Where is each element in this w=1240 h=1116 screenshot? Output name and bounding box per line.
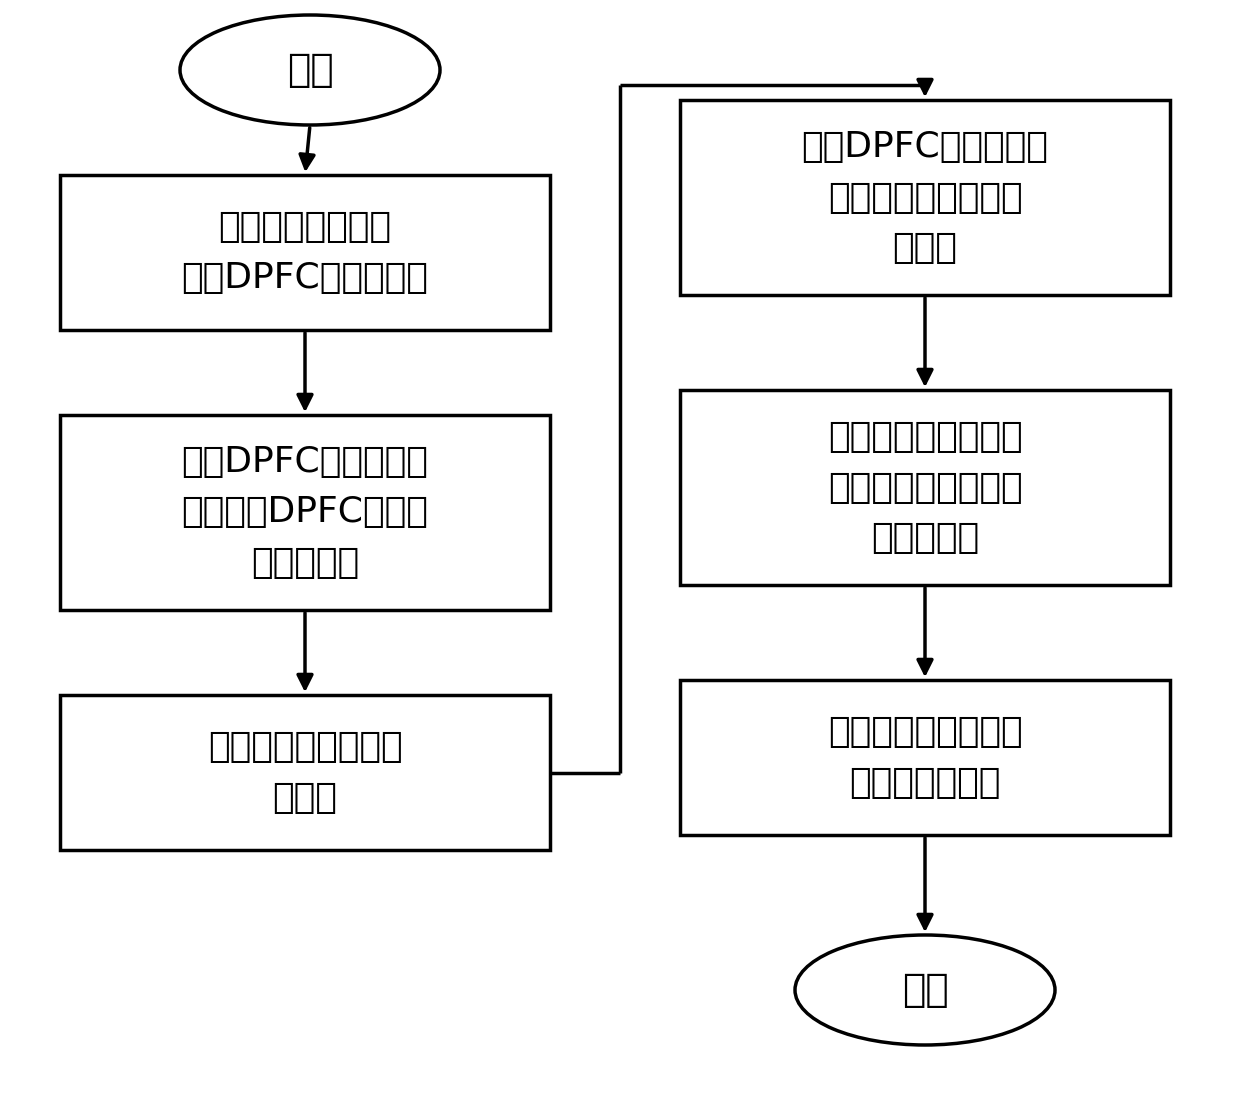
- Bar: [680, 100, 1171, 295]
- Text: 开始: 开始: [286, 51, 334, 89]
- Bar: [60, 695, 551, 850]
- Bar: [60, 175, 551, 330]
- Bar: [60, 415, 551, 610]
- Bar: [680, 680, 1171, 835]
- Text: 结束: 结束: [901, 971, 949, 1009]
- Text: 获得每个火电机组和
风电场最优出力: 获得每个火电机组和 风电场最优出力: [827, 715, 1022, 799]
- Text: 实时调度：考虑风电
预测误差，单时段发
电成本最低: 实时调度：考虑风电 预测误差，单时段发 电成本最低: [827, 421, 1022, 555]
- Text: 输入系统网络参数
设置DPFC安装总数量: 输入系统网络参数 设置DPFC安装总数量: [181, 211, 429, 295]
- Text: 建立DPFC数学模型，
获得安装DPFC的潮流
控制表达式: 建立DPFC数学模型， 获得安装DPFC的潮流 控制表达式: [181, 445, 429, 579]
- Text: 获得DPFC安装位置、
数量以及每个火电机
组出力: 获得DPFC安装位置、 数量以及每个火电机 组出力: [801, 131, 1049, 264]
- Bar: [680, 389, 1171, 585]
- Text: 日前调度：总发电成
本最低: 日前调度：总发电成 本最低: [207, 730, 402, 815]
